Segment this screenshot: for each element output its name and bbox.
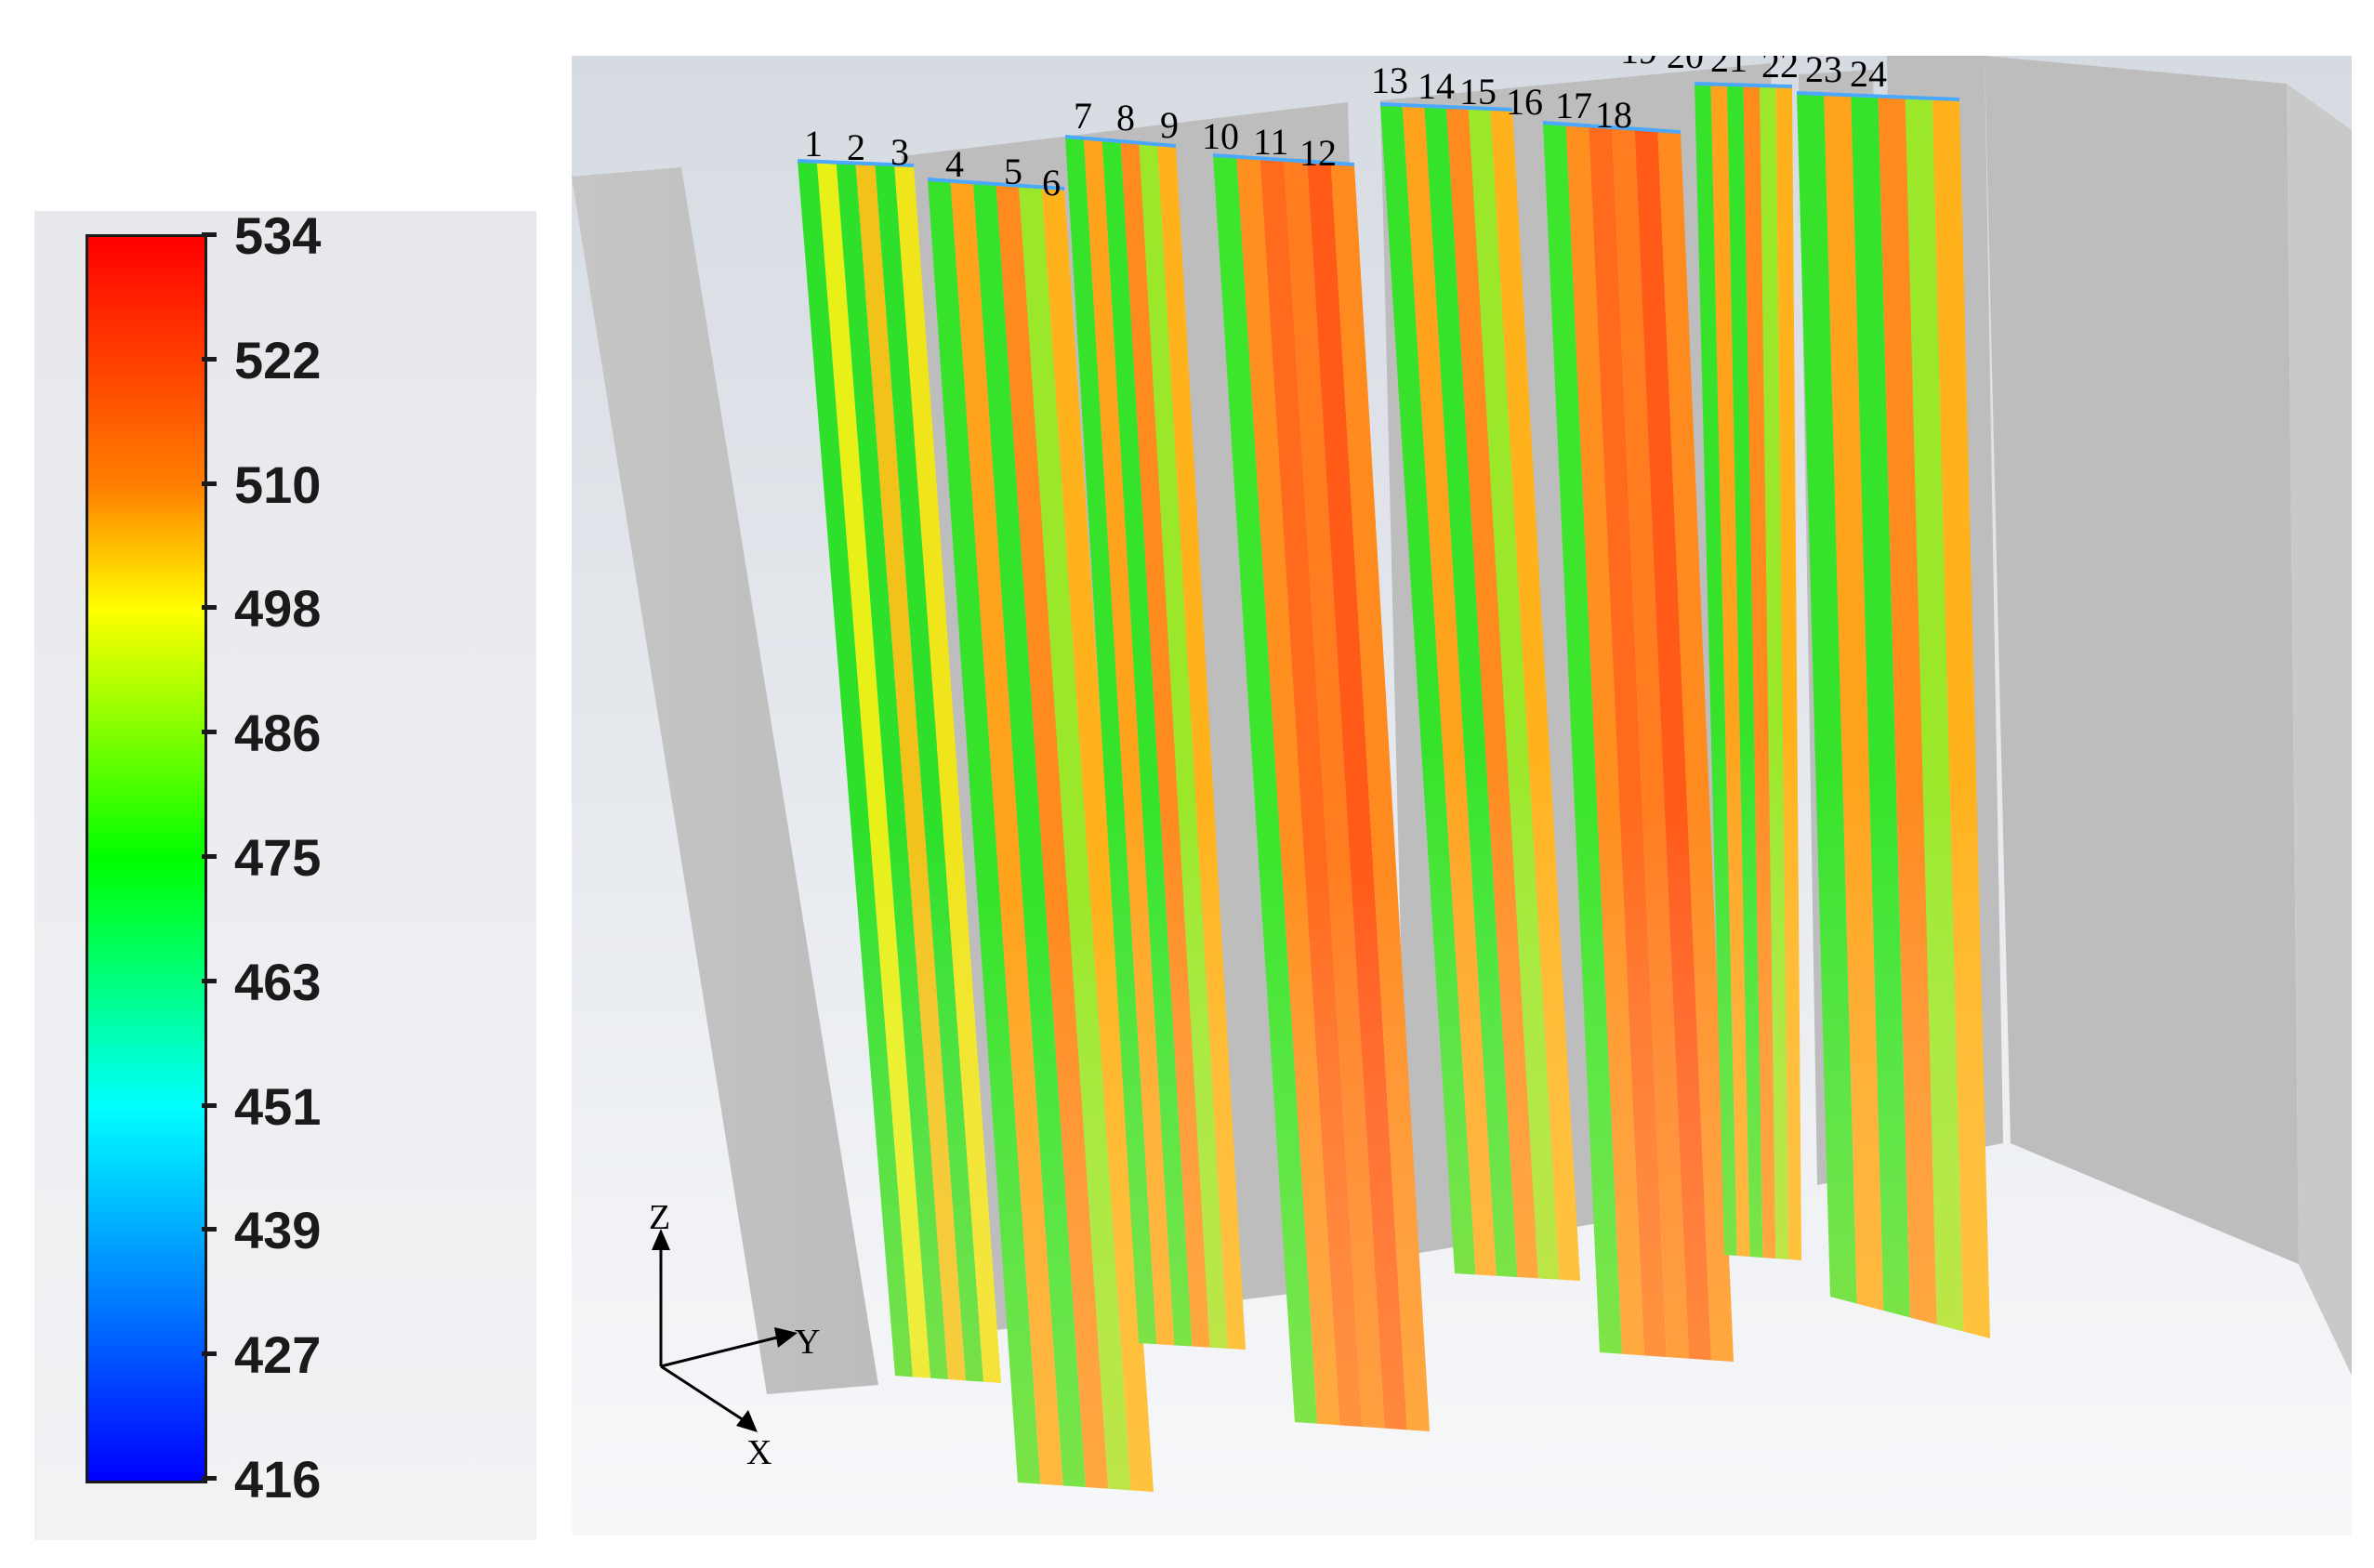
- tube-panel-group: [1542, 121, 1734, 1362]
- tube-header-line: [927, 178, 1065, 191]
- tube-header-line: [1542, 121, 1682, 134]
- legend-tick: [202, 605, 217, 611]
- tube-panel-group: [1064, 135, 1246, 1350]
- tube-number-label: 8: [1116, 97, 1135, 138]
- tube-number-label: 13: [1371, 59, 1408, 101]
- color-legend: 534 522 510 498 486 475 463 451 439 427 416: [34, 206, 536, 1540]
- legend-value-label: 451: [234, 1076, 322, 1136]
- legend-value-label: 416: [234, 1450, 322, 1509]
- tube-header-line: [797, 159, 915, 167]
- tube-number-label: 3: [890, 131, 909, 173]
- legend-tick: [202, 730, 217, 735]
- legend-value-label: 510: [234, 455, 322, 514]
- tube-number-label: 19: [1620, 56, 1657, 72]
- z-axis-label: Z: [649, 1198, 670, 1237]
- tube-number-label: 5: [1004, 151, 1022, 192]
- axis-triad: [652, 1229, 798, 1432]
- tube-number-label: 23: [1805, 56, 1842, 90]
- x-axis-line: [660, 1364, 745, 1422]
- tube-number-label: 20: [1667, 56, 1704, 76]
- legend-value-label: 463: [234, 952, 322, 1011]
- tube-number-label: 18: [1595, 94, 1632, 136]
- tube-number-label: 4: [945, 143, 964, 185]
- panel-shading: [1380, 104, 1580, 1281]
- legend-tick: [202, 1351, 217, 1357]
- legend-value-label: 486: [234, 704, 322, 763]
- legend-tick: [202, 481, 217, 486]
- panel-shading: [1065, 137, 1246, 1350]
- tube-panel-group: [1694, 82, 1801, 1260]
- back-wall-section: [1985, 56, 2299, 1264]
- legend-tick: [202, 1102, 217, 1108]
- tube-number-label: 6: [1042, 162, 1061, 204]
- tube-number-label: 1: [804, 123, 823, 165]
- legend-value-label: 498: [234, 579, 322, 639]
- tube-panel-group: [927, 178, 1154, 1492]
- tube-header-line: [1064, 135, 1177, 148]
- y-axis-label: Y: [795, 1323, 820, 1362]
- legend-tick: [202, 356, 217, 362]
- right-wall-edge: [2287, 84, 2352, 1376]
- legend-value-label: 522: [234, 330, 322, 389]
- tube-number-label: 17: [1555, 85, 1592, 126]
- tube-number-label: 10: [1202, 115, 1239, 157]
- tube-panels: [797, 82, 1990, 1492]
- color-scale-bar: [86, 234, 207, 1483]
- legend-tick: [202, 1476, 217, 1481]
- tube-number-label: 16: [1506, 81, 1543, 123]
- tube-number-label: 11: [1253, 121, 1289, 163]
- tube-number-label: 15: [1459, 71, 1497, 112]
- tube-header-line: [1212, 153, 1355, 166]
- legend-tick: [202, 978, 217, 983]
- tube-panel-group: [1379, 102, 1580, 1281]
- legend-tick: [202, 854, 217, 859]
- tube-number-labels: 123456789101112131415161718192021222324: [804, 56, 1887, 204]
- tube-number-label: 14: [1418, 65, 1455, 107]
- tube-number-label: 2: [847, 126, 865, 168]
- panel-shading: [1543, 123, 1734, 1362]
- temperature-contour-view: 123456789101112131415161718192021222324 …: [572, 56, 2352, 1535]
- panel-shading: [928, 179, 1154, 1492]
- tube-number-label: 21: [1710, 56, 1748, 80]
- tube-header-line: [1694, 82, 1793, 88]
- y-axis-line: [660, 1335, 782, 1368]
- panel-shading: [1695, 84, 1801, 1260]
- left-side-wall: [572, 167, 878, 1394]
- legend-value-label: 475: [234, 828, 322, 887]
- tube-panel-group: [797, 159, 1001, 1384]
- tube-header-line: [1796, 91, 1960, 101]
- x-axis-arrowhead: [736, 1410, 758, 1432]
- x-axis-label: X: [746, 1433, 772, 1472]
- panel-shading: [1213, 155, 1430, 1431]
- tube-number-label: 24: [1850, 56, 1887, 95]
- legend-value-label: 534: [234, 206, 322, 265]
- tube-number-label: 22: [1761, 56, 1799, 86]
- tube-number-label: 9: [1160, 104, 1179, 146]
- tube-number-label: 7: [1074, 95, 1092, 137]
- tube-panel-group: [1796, 91, 1990, 1338]
- y-axis-arrowhead: [774, 1327, 798, 1348]
- panel-shading: [798, 161, 1001, 1383]
- legend-value-label: 427: [234, 1325, 322, 1385]
- z-axis-arrowhead: [652, 1229, 670, 1250]
- tube-header-line: [1379, 102, 1513, 112]
- tube-panel-group: [1212, 153, 1430, 1431]
- panel-shading: [1797, 93, 1990, 1338]
- tube-number-label: 12: [1299, 132, 1337, 174]
- legend-tick: [202, 1227, 217, 1232]
- legend-tick: [202, 232, 217, 237]
- legend-value-label: 439: [234, 1201, 322, 1260]
